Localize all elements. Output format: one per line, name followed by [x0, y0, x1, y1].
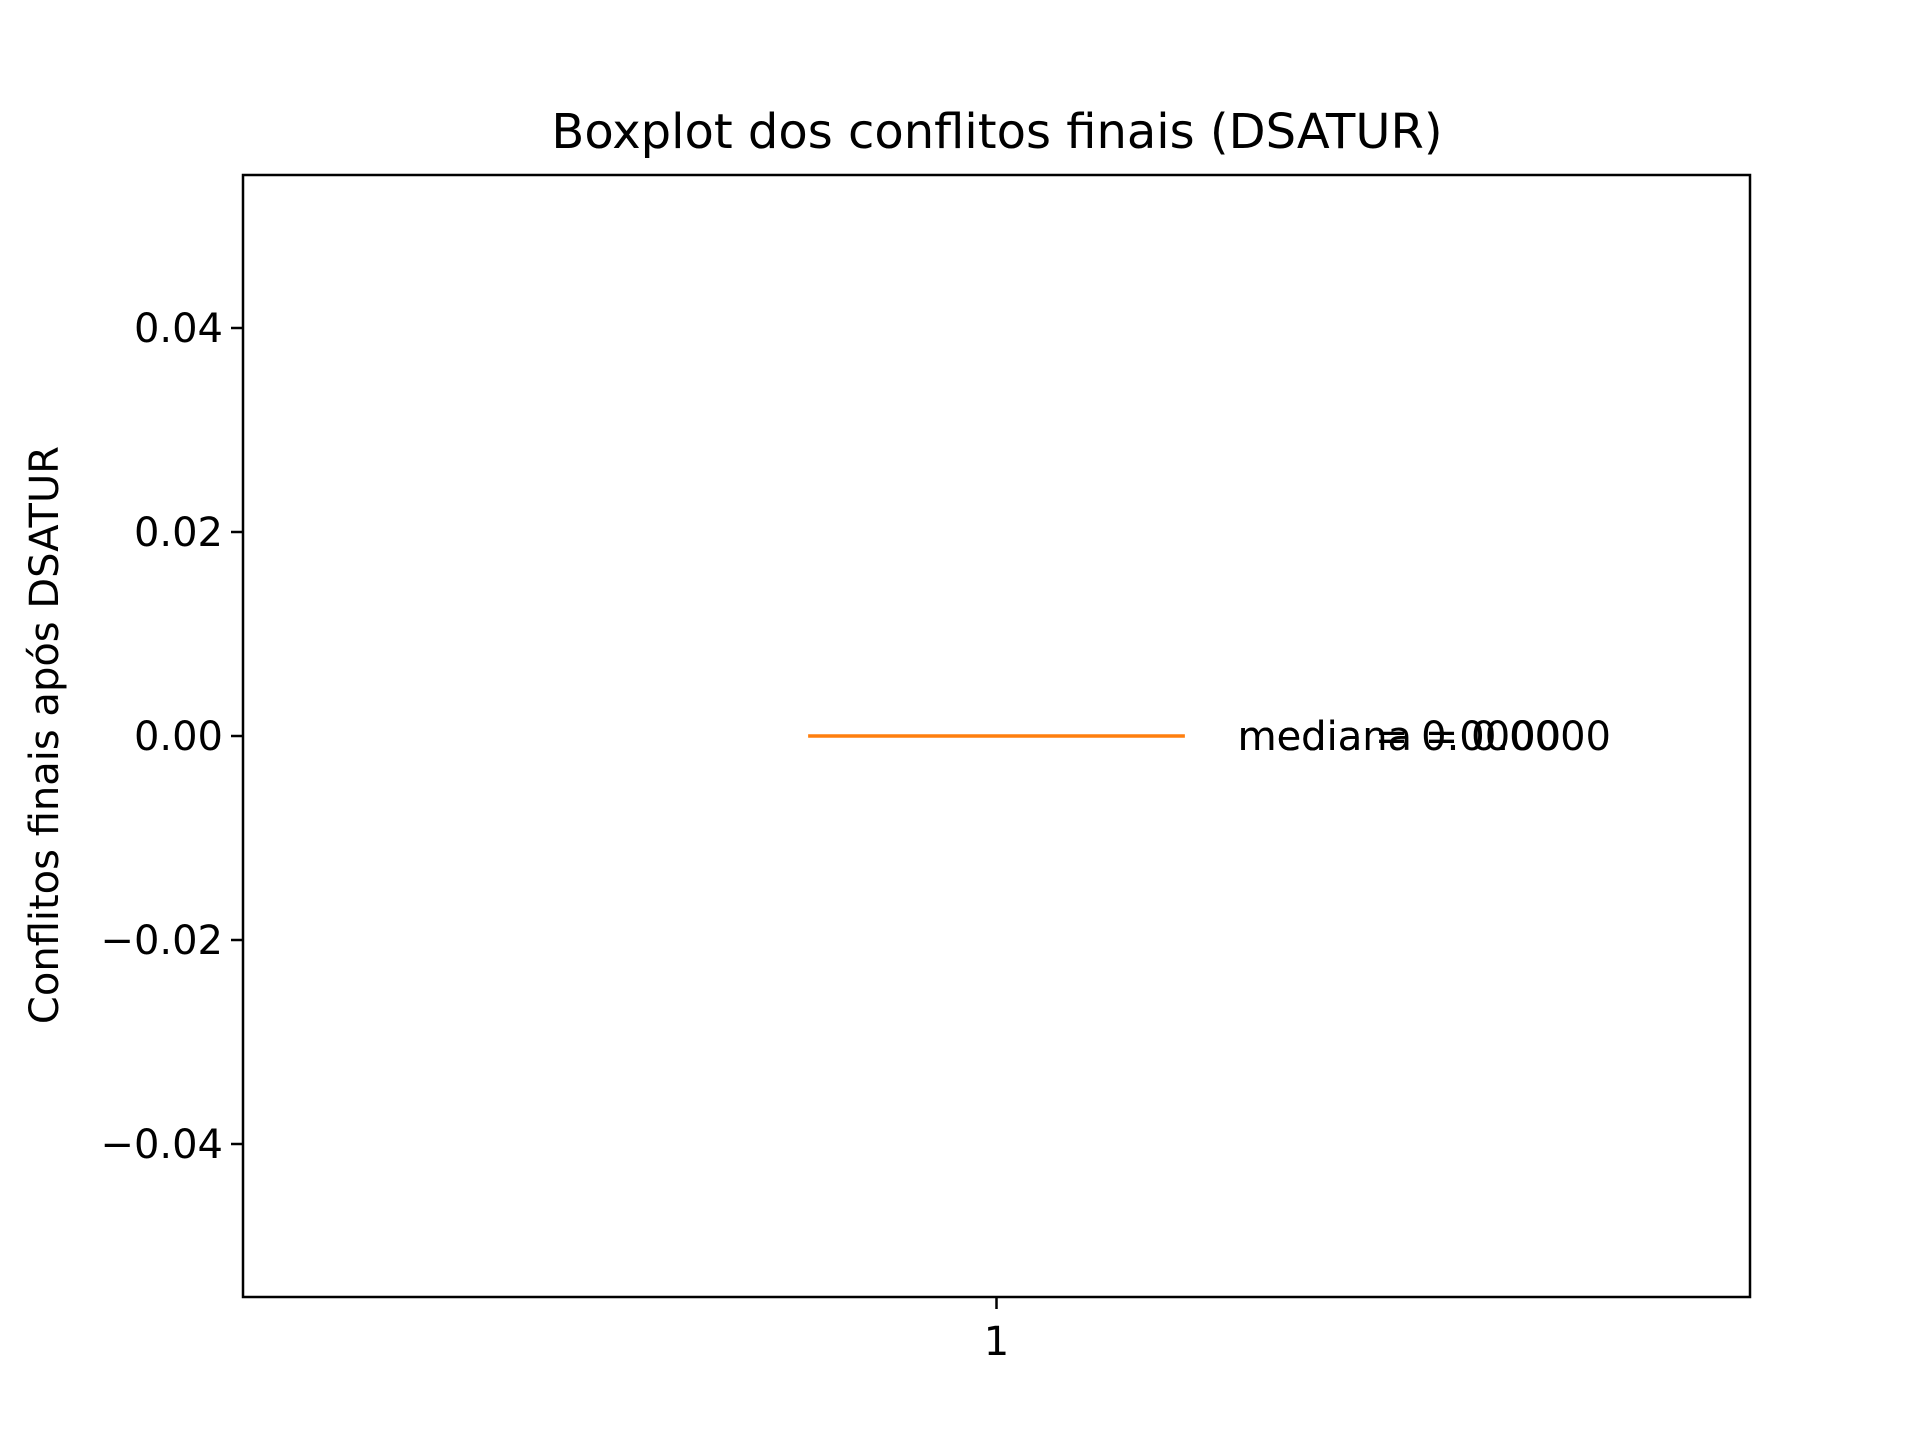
y-axis: −0.04 −0.02 0.00 0.02 0.04 [100, 306, 243, 1168]
stat-annotation: mediana = 0.0000 [1238, 714, 1611, 760]
y-axis-label: Conflitos finais após DSATUR [22, 446, 68, 1024]
chart-title: Boxplot dos conflitos finais (DSATUR) [551, 104, 1442, 160]
y-tick-label: −0.04 [100, 1122, 223, 1168]
y-tick-label: 0.04 [134, 306, 223, 352]
y-tick-label: 0.00 [134, 714, 223, 760]
x-axis: 1 [984, 1297, 1009, 1365]
stat-annotation: media = 0.0000 [1238, 714, 1562, 760]
x-tick-label: 1 [984, 1319, 1009, 1365]
y-tick-label: 0.02 [134, 510, 223, 556]
y-tick-label: −0.02 [100, 918, 223, 964]
